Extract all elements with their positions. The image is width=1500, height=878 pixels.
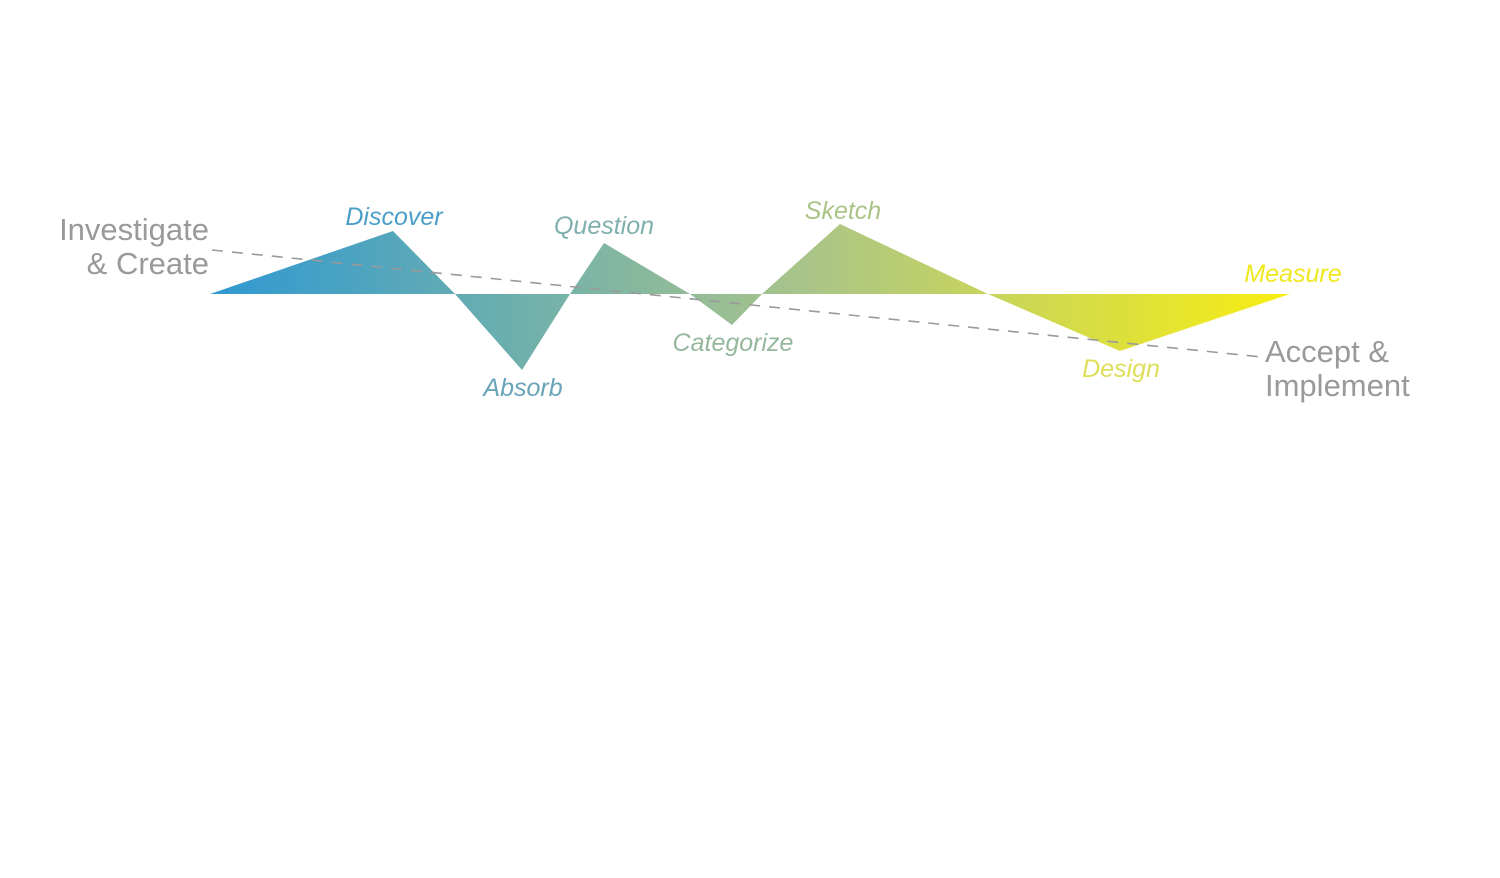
end-label-line1: Accept &	[1265, 334, 1389, 369]
stage-label-measure: Measure	[1244, 260, 1341, 288]
stage-label-design: Design	[1082, 355, 1160, 383]
stage-label-discover: Discover	[345, 203, 444, 231]
start-label-line1: Investigate	[59, 212, 209, 247]
stage-label-question: Question	[554, 212, 654, 240]
stage-label-sketch: Sketch	[805, 197, 881, 225]
start-label-line2: & Create	[87, 246, 209, 281]
end-label-line2: Implement	[1265, 368, 1410, 403]
sketch-triangle	[762, 224, 988, 294]
absorb-triangle	[455, 294, 570, 370]
question-triangle	[570, 243, 690, 294]
stage-label-absorb: Absorb	[481, 374, 562, 402]
dashed-progression-line	[211, 249, 1263, 358]
stage-label-categorize: Categorize	[673, 329, 794, 357]
design-measure-triangle	[988, 294, 1290, 351]
categorize-triangle	[690, 294, 762, 325]
